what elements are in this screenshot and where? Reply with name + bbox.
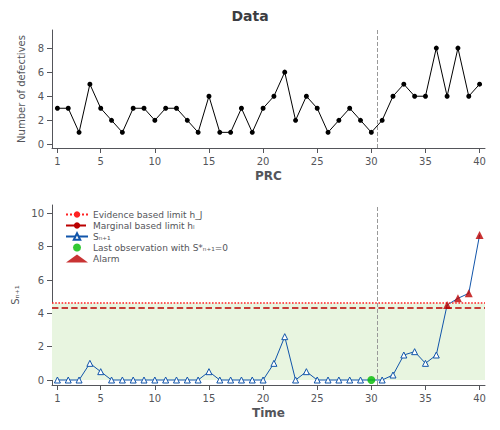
svg-text:Sₙ₊₁: Sₙ₊₁	[10, 285, 21, 305]
svg-text:5: 5	[98, 156, 104, 167]
svg-text:30: 30	[365, 156, 378, 167]
svg-text:1: 1	[54, 393, 60, 404]
svg-text:1: 1	[54, 156, 60, 167]
svg-text:6: 6	[38, 275, 44, 286]
svg-text:Marginal based limit hₗ: Marginal based limit hₗ	[93, 221, 195, 231]
svg-text:25: 25	[311, 393, 324, 404]
svg-text:15: 15	[203, 393, 216, 404]
svg-text:30: 30	[365, 393, 378, 404]
svg-text:5: 5	[98, 393, 104, 404]
svg-text:10: 10	[148, 393, 161, 404]
svg-text:40: 40	[473, 156, 486, 167]
svg-text:Sₙ₊₁: Sₙ₊₁	[93, 232, 111, 242]
svg-text:4: 4	[38, 91, 44, 102]
svg-text:2: 2	[38, 115, 44, 126]
svg-text:Number of defectives: Number of defectives	[16, 35, 27, 143]
svg-text:20: 20	[257, 393, 270, 404]
svg-text:10: 10	[148, 156, 161, 167]
svg-text:4: 4	[38, 308, 44, 319]
svg-text:6: 6	[38, 67, 44, 78]
svg-text:8: 8	[38, 43, 44, 54]
svg-text:40: 40	[473, 393, 486, 404]
svg-text:35: 35	[419, 393, 432, 404]
svg-text:0: 0	[38, 139, 44, 150]
svg-text:Alarm: Alarm	[93, 254, 119, 264]
svg-text:Data: Data	[231, 8, 268, 24]
svg-text:Last observation with S*ₙ₊₁=0: Last observation with S*ₙ₊₁=0	[93, 243, 228, 253]
svg-text:35: 35	[419, 156, 432, 167]
svg-text:25: 25	[311, 156, 324, 167]
svg-text:15: 15	[203, 156, 216, 167]
svg-text:Time: Time	[252, 406, 285, 420]
svg-text:10: 10	[31, 208, 44, 219]
svg-text:PRC: PRC	[255, 169, 282, 183]
svg-text:2: 2	[38, 341, 44, 352]
svg-text:20: 20	[257, 156, 270, 167]
svg-text:8: 8	[38, 241, 44, 252]
svg-text:0: 0	[38, 375, 44, 386]
svg-text:Evidence based limit h_J: Evidence based limit h_J	[93, 210, 202, 220]
